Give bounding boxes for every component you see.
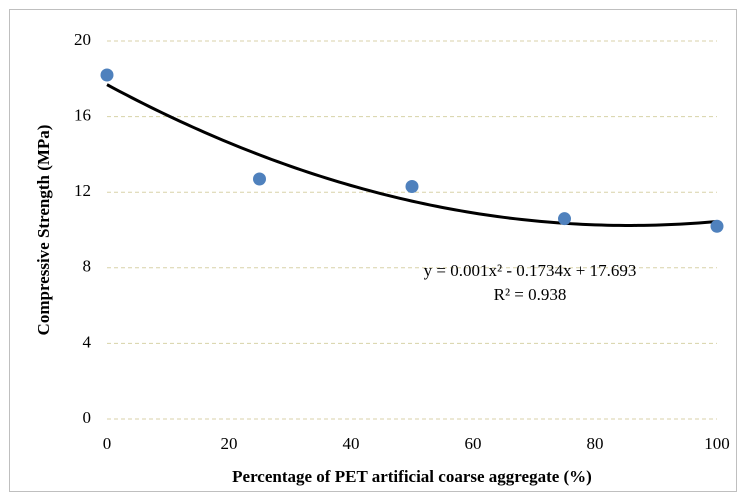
data-point — [100, 68, 114, 82]
trendline-r-squared: R² = 0.938 — [494, 285, 567, 304]
y-tick-label: 4 — [83, 332, 92, 351]
x-tick-label: 0 — [103, 434, 112, 453]
x-tick-label: 80 — [587, 434, 604, 453]
x-tick-label: 20 — [221, 434, 238, 453]
trendline-equation: y = 0.001x² - 0.1734x + 17.693 — [424, 261, 637, 280]
x-axis-title: Percentage of PET artificial coarse aggr… — [232, 467, 592, 486]
y-axis-title: Compressive Strength (MPa) — [34, 125, 53, 336]
data-point — [558, 212, 571, 226]
trendline — [106, 83, 718, 227]
data-point — [710, 219, 724, 233]
y-tick-label: 12 — [74, 181, 91, 200]
x-tick-label: 40 — [343, 434, 360, 453]
y-tick-label: 16 — [74, 106, 91, 125]
chart-border — [9, 9, 737, 492]
y-tick-label: 8 — [83, 257, 92, 276]
data-point — [253, 172, 266, 186]
x-tick-label: 100 — [704, 434, 730, 453]
data-point — [405, 180, 419, 194]
x-tick-label: 60 — [465, 434, 482, 453]
y-tick-label: 0 — [83, 408, 92, 427]
y-tick-label: 20 — [74, 30, 91, 49]
